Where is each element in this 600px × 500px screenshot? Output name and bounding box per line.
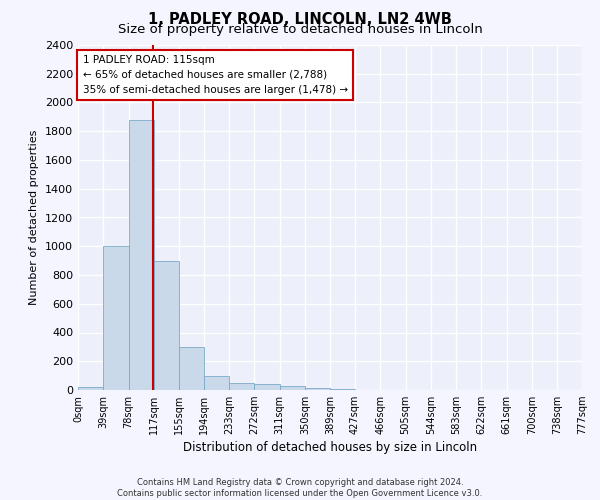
Text: Size of property relative to detached houses in Lincoln: Size of property relative to detached ho… [118,22,482,36]
Y-axis label: Number of detached properties: Number of detached properties [29,130,40,305]
Text: 1 PADLEY ROAD: 115sqm
← 65% of detached houses are smaller (2,788)
35% of semi-d: 1 PADLEY ROAD: 115sqm ← 65% of detached … [83,55,347,94]
Bar [103,246,128,390]
Bar [179,347,204,390]
Bar [254,384,280,390]
Text: 1, PADLEY ROAD, LINCOLN, LN2 4WB: 1, PADLEY ROAD, LINCOLN, LN2 4WB [148,12,452,28]
Bar [204,376,229,390]
Bar [78,387,103,390]
Text: Contains HM Land Registry data © Crown copyright and database right 2024.
Contai: Contains HM Land Registry data © Crown c… [118,478,482,498]
Bar [305,388,331,390]
Bar [128,120,154,390]
Bar [280,386,305,390]
Bar [154,260,179,390]
Bar [229,383,254,390]
X-axis label: Distribution of detached houses by size in Lincoln: Distribution of detached houses by size … [183,442,477,454]
